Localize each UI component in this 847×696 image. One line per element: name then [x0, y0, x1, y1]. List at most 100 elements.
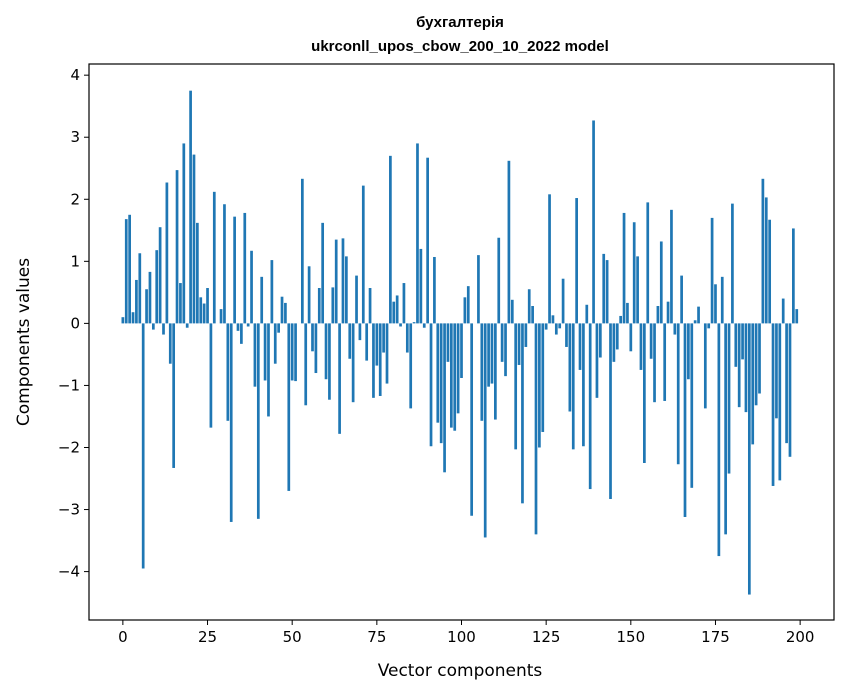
- bar-17: [179, 283, 182, 324]
- bar-39: [253, 323, 257, 387]
- bar-197: [788, 323, 792, 457]
- bar-18: [182, 143, 186, 324]
- bar-157: [653, 323, 656, 403]
- bar-193: [775, 323, 778, 419]
- bar-175: [714, 284, 717, 324]
- bar-167: [687, 323, 690, 380]
- bar-78: [385, 323, 389, 384]
- bar-173: [707, 323, 711, 329]
- bar-139: [592, 120, 595, 324]
- bar-21: [192, 154, 196, 324]
- bar-150: [629, 323, 633, 352]
- bar-149: [626, 302, 629, 324]
- bar-102: [466, 286, 470, 324]
- bar-96: [446, 323, 450, 362]
- bar-161: [666, 301, 670, 324]
- bar-68: [351, 323, 355, 403]
- bar-119: [524, 323, 528, 347]
- bar-5: [138, 253, 142, 324]
- bar-117: [517, 323, 521, 365]
- bar-1: [124, 219, 128, 324]
- bar-178: [724, 323, 727, 535]
- bar-51: [294, 323, 297, 382]
- bar-85: [409, 323, 413, 409]
- bar-62: [331, 287, 335, 324]
- bar-172: [703, 323, 707, 409]
- bar-147: [619, 315, 623, 324]
- bar-180: [731, 203, 734, 324]
- bar-130: [561, 278, 565, 324]
- bar-192: [771, 323, 775, 486]
- bar-187: [754, 323, 758, 406]
- bar-3: [131, 312, 135, 324]
- bar-111: [497, 237, 501, 324]
- bar-122: [534, 323, 538, 535]
- y-tick-label: 1: [70, 252, 80, 270]
- bar-75: [375, 323, 379, 366]
- bar-37: [246, 323, 250, 327]
- bar-169: [693, 320, 697, 324]
- bar-97: [449, 323, 453, 428]
- bar-133: [571, 323, 575, 450]
- bar-177: [720, 276, 724, 324]
- y-tick-label: 2: [70, 190, 80, 208]
- bar-92: [433, 256, 436, 324]
- bar-129: [558, 323, 562, 329]
- bar-123: [538, 323, 541, 448]
- x-axis-label: Vector components: [378, 661, 543, 681]
- bar-155: [646, 202, 650, 324]
- x-tick-label: 100: [447, 628, 476, 646]
- y-tick-label: 3: [70, 128, 80, 146]
- y-tick-label: −3: [58, 501, 80, 519]
- bar-49: [287, 323, 291, 491]
- bar-182: [737, 323, 741, 408]
- bar-196: [785, 323, 788, 444]
- bar-198: [792, 228, 795, 324]
- x-tick-label: 200: [786, 628, 815, 646]
- bar-190: [764, 197, 768, 324]
- bar-76: [378, 323, 382, 396]
- x-tick-label: 25: [198, 628, 217, 646]
- y-axis: −4 −3 −2 −1 0 1 2 3 4: [58, 66, 89, 581]
- bar-19: [185, 323, 189, 328]
- bar-106: [480, 323, 484, 421]
- bar-84: [405, 323, 409, 353]
- bar-16: [175, 170, 179, 324]
- bar-134: [575, 198, 578, 324]
- bar-33: [233, 216, 236, 324]
- bar-89: [422, 323, 426, 328]
- bar-15: [172, 323, 176, 468]
- bar-63: [334, 239, 338, 324]
- bar-69: [355, 275, 358, 324]
- bar-60: [324, 323, 328, 380]
- bar-168: [690, 323, 694, 488]
- bar-188: [758, 323, 761, 394]
- bar-35: [240, 323, 243, 344]
- bar-23: [199, 297, 203, 324]
- bar-156: [649, 323, 653, 359]
- bar-81: [395, 295, 399, 324]
- bar-46: [277, 323, 280, 333]
- bar-4: [135, 279, 138, 324]
- bar-112: [500, 323, 504, 362]
- chart-title: бухгалтерія: [416, 14, 504, 31]
- bar-82: [399, 323, 402, 327]
- bar-77: [382, 323, 385, 353]
- bar-54: [304, 323, 308, 406]
- bar-141: [598, 323, 602, 358]
- bar-145: [612, 323, 616, 362]
- bar-40: [256, 323, 260, 519]
- bar-159: [659, 241, 663, 324]
- bar-58: [317, 288, 321, 324]
- bar-162: [670, 209, 673, 324]
- bar-7: [145, 289, 148, 324]
- bar-29: [219, 309, 223, 324]
- bar-95: [443, 323, 446, 473]
- bar-101: [463, 297, 467, 324]
- bar-146: [615, 323, 619, 350]
- bar-26: [209, 323, 213, 428]
- bar-31: [226, 323, 230, 421]
- bar-87: [416, 143, 419, 324]
- bar-98: [453, 323, 457, 431]
- bar-25: [206, 288, 209, 324]
